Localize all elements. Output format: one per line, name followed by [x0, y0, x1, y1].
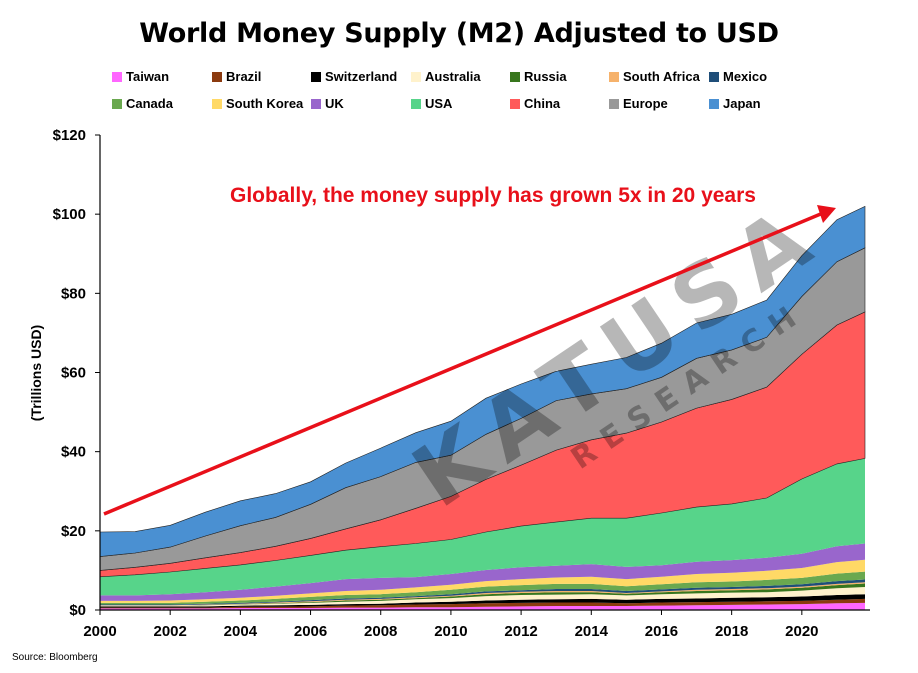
x-tick-label: 2010: [434, 623, 467, 640]
legend-label: Taiwan: [126, 69, 170, 84]
x-tick-label: 2006: [294, 623, 327, 640]
legend-item-south-korea: South Korea: [212, 96, 303, 111]
x-tick-label: 2018: [715, 623, 748, 640]
chart-title: World Money Supply (M2) Adjusted to USD: [139, 18, 779, 49]
legend-item-usa: USA: [411, 96, 452, 111]
legend-swatch: [709, 98, 719, 109]
y-tick-label: $80: [61, 285, 86, 302]
legend-item-europe: Europe: [609, 96, 668, 111]
legend-item-brazil: Brazil: [212, 69, 261, 84]
area-series-mexico: [100, 579, 865, 606]
annotation-layer: Globally, the money supply has grown 5x …: [103, 184, 836, 516]
area-series-usa: [100, 458, 865, 596]
legend-swatch: [411, 71, 421, 82]
legend-label: Brazil: [226, 69, 262, 84]
legend-item-china: China: [510, 96, 560, 111]
area-series-switzerland: [100, 594, 865, 608]
legend-item-russia: Russia: [510, 69, 567, 84]
area-series-taiwan: [100, 602, 865, 610]
legend-label: Russia: [524, 69, 567, 84]
legend-swatch: [311, 98, 321, 109]
legend-label: Europe: [623, 96, 668, 111]
legend-label: Switzerland: [325, 69, 398, 84]
legend-swatch: [609, 71, 619, 82]
legend-swatch: [510, 98, 520, 109]
legend-label: UK: [325, 96, 344, 111]
area-series-brazil: [100, 598, 865, 609]
legend-label: Canada: [126, 96, 173, 111]
source-note: Source: Bloomberg: [12, 652, 98, 663]
legend-label: Australia: [425, 69, 481, 84]
y-tick-label: $40: [61, 444, 86, 461]
legend-swatch: [609, 98, 619, 109]
legend-item-mexico: Mexico: [709, 69, 767, 84]
area-series-uk: [100, 543, 865, 601]
y-axis-label: (Trillions USD): [28, 324, 44, 422]
y-tick-label: $20: [61, 523, 86, 540]
legend-swatch: [411, 98, 421, 109]
x-tick-label: 2000: [83, 623, 116, 640]
legend-item-japan: Japan: [709, 96, 761, 111]
area-series-australia: [100, 587, 865, 607]
area-series-south-korea: [100, 559, 865, 603]
x-tick-label: 2012: [504, 623, 537, 640]
legend-swatch: [212, 71, 222, 82]
legend-swatch: [311, 71, 321, 82]
legend-swatch: [112, 71, 122, 82]
axes: $0 $20 $40 $60 $80 $100 $120 2000 2002 2004 2006 20…: [53, 127, 870, 640]
legend-item-canada: Canada: [112, 96, 173, 111]
area-series-south-africa: [100, 582, 865, 606]
area-series-japan: [99, 205, 866, 557]
legend-label: USA: [425, 96, 453, 111]
annotation-text: Globally, the money supply has grown 5x …: [230, 184, 756, 207]
legend-item-switzerland: Switzerland: [311, 69, 397, 84]
legend-item-taiwan: Taiwan: [112, 69, 169, 84]
legend-label: Japan: [723, 96, 761, 111]
y-tick-label: $60: [61, 365, 86, 382]
area-series-layer: [99, 205, 866, 610]
x-tick-label: 2008: [364, 623, 397, 640]
legend-label: South Korea: [226, 96, 304, 111]
legend-swatch: [709, 71, 719, 82]
legend-item-uk: UK: [311, 96, 344, 111]
x-tick-label: 2002: [153, 623, 186, 640]
y-tick-label: $0: [69, 602, 86, 619]
growth-arrow-head: [817, 205, 836, 223]
x-tick-label: 2016: [645, 623, 678, 640]
area-series-russia: [100, 583, 865, 606]
legend-label: Mexico: [723, 69, 768, 84]
legend-swatch: [510, 71, 520, 82]
area-series-canada: [100, 571, 865, 605]
legend-item-south-africa: South Africa: [609, 69, 700, 84]
legend-item-australia: Australia: [411, 69, 481, 84]
growth-arrow-line: [103, 211, 824, 516]
y-tick-label: $120: [53, 127, 86, 144]
y-tick-label: $100: [53, 206, 86, 223]
legend-swatch: [112, 98, 122, 109]
x-tick-label: 2004: [224, 623, 258, 640]
legend-label: South Africa: [623, 69, 700, 84]
x-tick-label: 2014: [575, 623, 609, 640]
legend-label: China: [524, 96, 561, 111]
x-tick-label: 2020: [785, 623, 818, 640]
legend-swatch: [212, 98, 222, 109]
